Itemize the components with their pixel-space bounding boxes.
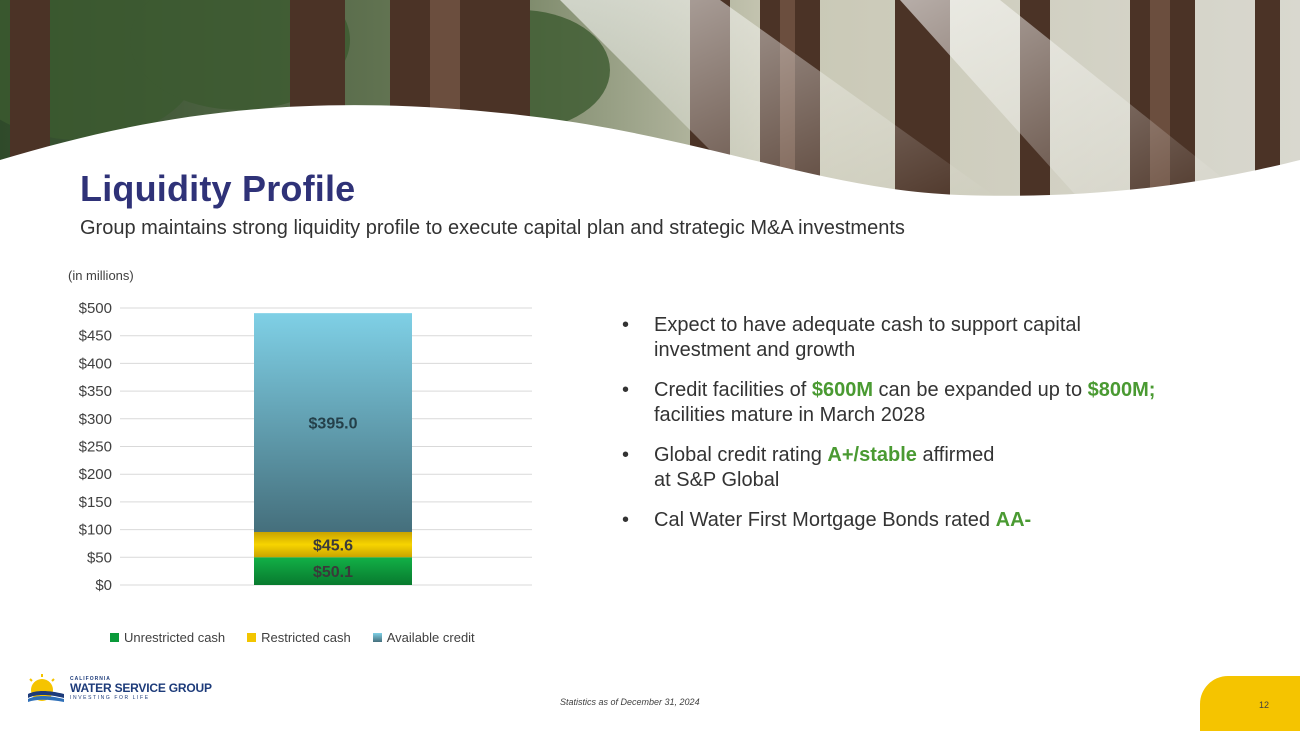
data-label: $50.1 [313, 564, 353, 581]
legend-swatch-restricted [247, 633, 257, 642]
page-number-tab [1200, 676, 1300, 731]
liquidity-bar-chart: $0 $50 $100 $150 $200 $250 $300 $350 $400 $450 $50… [79, 300, 532, 594]
data-label: $45.6 [313, 538, 353, 555]
forest-header-image [0, 0, 1300, 200]
logo-wordmark: CALIFORNIA WATER SERVICE GROUP INVESTING… [70, 676, 212, 701]
chart-legend: Unrestricted cash Restricted cash Availa… [110, 630, 475, 645]
sun-water-icon [28, 674, 64, 702]
y-tick-label: $300 [79, 411, 112, 428]
legend-label-available: Available credit [386, 630, 475, 645]
y-tick-label: $50 [87, 549, 112, 566]
legend-item-restricted: Restricted cash [247, 630, 351, 645]
highlight-600m: $600M [811, 379, 873, 401]
bullet-item: Global credit rating A+/stable affirmed … [620, 443, 1270, 493]
bullet-item: Cal Water First Mortgage Bonds rated AA- [620, 508, 1270, 533]
y-tick-label: $450 [79, 328, 112, 345]
page-title: Liquidity Profile [80, 168, 356, 209]
legend-label-restricted: Restricted cash [261, 630, 351, 645]
legend-item-available: Available credit [372, 630, 475, 645]
legend-label-unrestricted: Unrestricted cash [124, 630, 226, 645]
highlight-rating: A+/stable [827, 444, 917, 466]
y-tick-label: $350 [79, 383, 112, 400]
page-number: 12 [1259, 700, 1270, 710]
legend-swatch-unrestricted [110, 633, 119, 642]
y-tick-label: $0 [95, 577, 112, 594]
y-tick-label: $500 [79, 300, 112, 317]
highlight-bond-rating: AA- [995, 509, 1032, 531]
legend-item-unrestricted: Unrestricted cash [110, 630, 225, 645]
y-tick-label: $250 [79, 439, 112, 456]
bar-unrestricted-cash [254, 557, 412, 585]
bullet-item: Expect to have adequate cash to support … [620, 313, 1270, 363]
bar-restricted-cash [254, 531, 412, 558]
legend-swatch-available [372, 633, 382, 642]
key-points-list: Expect to have adequate cash to support … [620, 313, 1270, 548]
y-tick-label: $200 [79, 466, 112, 483]
company-logo: CALIFORNIA WATER SERVICE GROUP INVESTING… [26, 672, 212, 706]
bar-available-credit [254, 313, 412, 532]
footnote: Statistics as of December 31, 2024 [560, 697, 700, 707]
highlight-800m: $800M; [1087, 379, 1156, 401]
y-tick-label: $400 [79, 355, 112, 372]
page-subtitle: Group maintains strong liquidity profile… [80, 217, 905, 239]
y-tick-label: $100 [79, 522, 112, 539]
chart-units-label: (in millions) [68, 268, 134, 283]
y-tick-label: $150 [79, 494, 112, 511]
bullet-item: Credit facilities of $600M can be expand… [620, 378, 1270, 428]
data-label: $395.0 [309, 416, 358, 433]
